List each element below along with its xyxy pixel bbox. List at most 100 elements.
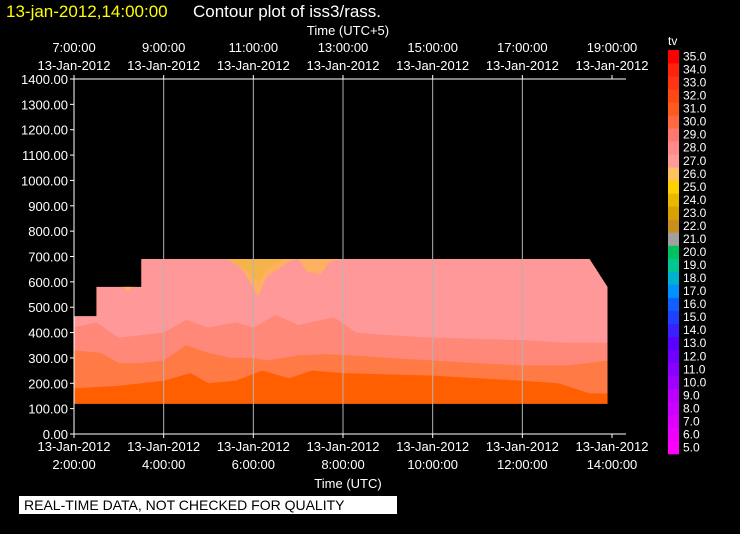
x-tick-label-date: 13-Jan-2012: [307, 439, 380, 454]
x-top-tick-label-time: 11:00:00: [229, 40, 279, 55]
colorbar-level-label: 21.0: [683, 232, 707, 246]
colorbar-swatch: [668, 297, 679, 311]
colorbar-swatch: [668, 284, 679, 298]
x-tick-label-time: 12:00:00: [497, 457, 548, 472]
colorbar-swatch: [668, 388, 679, 403]
colorbar-swatch: [668, 271, 679, 285]
colorbar-swatch: [668, 180, 679, 194]
plot-datetime: 13-jan-2012,14:00:00: [6, 2, 168, 21]
x-tick-label-time: 4:00:00: [142, 457, 185, 472]
x-top-tick-label-date: 13-Jan-2012: [396, 58, 469, 73]
colorbar-swatch: [668, 375, 679, 390]
x-top-tick-label-time: 7:00:00: [52, 40, 95, 55]
x-top-tick-label-time: 15:00:00: [407, 40, 458, 55]
colorbar-level-label: 29.0: [683, 128, 707, 142]
colorbar-level-label: 20.0: [683, 245, 707, 259]
colorbar-swatch: [668, 440, 679, 455]
colorbar-swatch: [668, 50, 679, 64]
x-top-axis-label: Time (UTC+5): [307, 23, 389, 38]
x-tick-label-date: 13-Jan-2012: [486, 439, 559, 454]
colorbar-swatch: [668, 362, 679, 377]
y-tick-label: 700.00: [28, 250, 68, 265]
colorbar-swatch: [668, 336, 679, 351]
colorbar-level-label: 11.0: [683, 362, 706, 376]
colorbar-swatch: [668, 245, 679, 259]
y-tick-label: 900.00: [28, 199, 68, 214]
x-top-tick-label-date: 13-Jan-2012: [217, 58, 290, 73]
colorbar-level-label: 23.0: [683, 206, 707, 220]
y-tick-label: 1000.00: [21, 173, 68, 188]
colorbar-level-label: 9.0: [683, 388, 700, 402]
y-tick-label: 100.00: [28, 402, 68, 417]
colorbar-level-label: 14.0: [683, 323, 707, 337]
x-tick-label-date: 13-Jan-2012: [127, 439, 200, 454]
colorbar-swatch: [668, 310, 679, 324]
colorbar-swatch: [668, 258, 679, 272]
x-tick-label-time: 10:00:00: [407, 457, 458, 472]
colorbar-label: tv: [668, 34, 677, 48]
colorbar-level-label: 35.0: [683, 50, 707, 64]
y-tick-label: 0.00: [43, 427, 68, 442]
x-tick-label-time: 6:00:00: [232, 457, 275, 472]
colorbar-swatch: [668, 427, 679, 442]
colorbar-swatch: [668, 219, 679, 233]
x-tick-label-date: 13-Jan-2012: [576, 439, 649, 454]
x-top-tick-label-date: 13-Jan-2012: [38, 58, 111, 73]
x-top-tick-label-time: 17:00:00: [497, 40, 548, 55]
colorbar-swatch: [668, 349, 679, 364]
colorbar-swatch: [668, 76, 679, 90]
colorbar-level-label: 8.0: [683, 401, 700, 415]
x-axis-label: Time (UTC): [314, 476, 381, 491]
axes: 0.00 100.00 200.00 300.00 400.00 500.00 600.00…: [21, 23, 649, 491]
colorbar-level-label: 13.0: [683, 336, 707, 350]
colorbar-level-label: 16.0: [683, 297, 707, 311]
colorbar-swatch: [668, 414, 679, 429]
colorbar-level-label: 31.0: [683, 102, 707, 116]
y-tick-label: 600.00: [28, 275, 68, 290]
colorbar-level-label: 24.0: [683, 193, 707, 207]
plot-title: Contour plot of iss3/rass.: [193, 2, 382, 21]
x-tick-label-date: 13-Jan-2012: [217, 439, 290, 454]
x-top-tick-label-time: 19:00:00: [587, 40, 638, 55]
contour-band-29: [74, 370, 608, 404]
colorbar-swatch: [668, 141, 679, 155]
colorbar-swatch: [668, 102, 679, 116]
colorbar-level-label: 28.0: [683, 141, 707, 155]
x-top-tick-label-date: 13-Jan-2012: [127, 58, 200, 73]
x-tick-label-time: 8:00:00: [321, 457, 364, 472]
x-tick-label-time: 14:00:00: [587, 457, 638, 472]
colorbar-swatch: [668, 323, 679, 338]
colorbar-level-label: 34.0: [683, 63, 707, 77]
colorbar-level-label: 18.0: [683, 271, 707, 285]
colorbar-level-label: 19.0: [683, 258, 707, 272]
grid-lines: [163, 79, 523, 434]
colorbar-level-label: 33.0: [683, 76, 707, 90]
y-tick-label: 200.00: [28, 376, 68, 391]
x-top-tick-label-date: 13-Jan-2012: [307, 58, 380, 73]
colorbar-swatch: [668, 206, 679, 220]
colorbar-level-label: 27.0: [683, 154, 707, 168]
x-tick-label-date: 13-Jan-2012: [396, 439, 469, 454]
y-tick-label: 400.00: [28, 326, 68, 341]
colorbar-level-label: 6.0: [683, 427, 700, 441]
x-top-tick-label-time: 9:00:00: [142, 40, 185, 55]
colorbar-level-label: 7.0: [683, 414, 700, 428]
y-tick-label: 1200.00: [21, 123, 68, 138]
colorbar-swatch: [668, 401, 679, 416]
colorbar-swatch: [668, 232, 679, 246]
colorbar-swatch: [668, 154, 679, 168]
colorbar: tv 5.06.07.08.09.010.011.012.013.014.015.…: [668, 34, 707, 454]
x-tick-label-date: 13-Jan-2012: [38, 439, 111, 454]
colorbar-level-label: 12.0: [683, 349, 707, 363]
colorbar-swatch: [668, 128, 679, 142]
colorbar-level-label: 5.0: [683, 440, 700, 454]
x-top-tick-label-time: 13:00:00: [318, 40, 369, 55]
quality-warning: REAL-TIME DATA, NOT CHECKED FOR QUALITY: [19, 496, 397, 514]
colorbar-swatch: [668, 89, 679, 103]
colorbar-level-label: 26.0: [683, 167, 707, 181]
colorbar-level-label: 25.0: [683, 180, 707, 194]
colorbar-level-label: 15.0: [683, 310, 707, 324]
colorbar-level-label: 30.0: [683, 115, 707, 129]
y-tick-label: 1300.00: [21, 97, 68, 112]
